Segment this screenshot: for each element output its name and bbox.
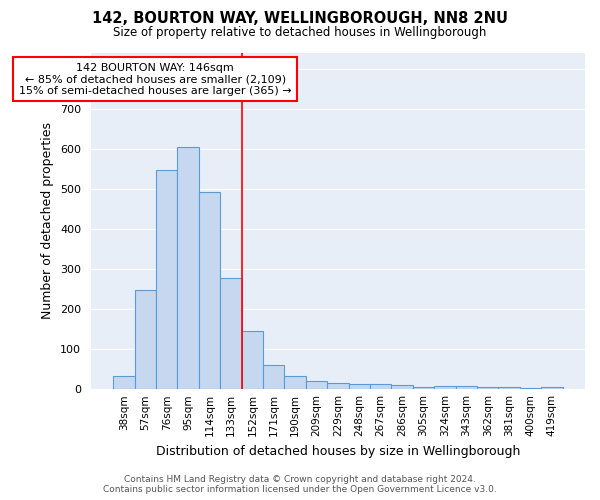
Bar xyxy=(135,290,156,389)
Bar xyxy=(413,387,434,389)
Bar xyxy=(242,331,263,389)
Text: 142, BOURTON WAY, WELLINGBOROUGH, NN8 2NU: 142, BOURTON WAY, WELLINGBOROUGH, NN8 2N… xyxy=(92,11,508,26)
Y-axis label: Number of detached properties: Number of detached properties xyxy=(41,122,55,320)
Bar xyxy=(199,192,220,389)
Bar xyxy=(391,385,413,389)
Bar xyxy=(541,387,563,389)
Bar xyxy=(156,170,178,389)
Bar xyxy=(455,386,477,389)
Bar xyxy=(178,146,199,389)
Text: 142 BOURTON WAY: 146sqm
← 85% of detached houses are smaller (2,109)
15% of semi: 142 BOURTON WAY: 146sqm ← 85% of detache… xyxy=(19,62,292,96)
X-axis label: Distribution of detached houses by size in Wellingborough: Distribution of detached houses by size … xyxy=(156,444,520,458)
Text: Contains HM Land Registry data © Crown copyright and database right 2024.
Contai: Contains HM Land Registry data © Crown c… xyxy=(103,474,497,494)
Bar xyxy=(434,386,455,389)
Text: Size of property relative to detached houses in Wellingborough: Size of property relative to detached ho… xyxy=(113,26,487,39)
Bar xyxy=(499,387,520,389)
Bar xyxy=(113,376,135,389)
Bar xyxy=(477,387,499,389)
Bar xyxy=(284,376,306,389)
Bar xyxy=(263,365,284,389)
Bar xyxy=(520,388,541,389)
Bar xyxy=(306,381,327,389)
Bar xyxy=(370,384,391,389)
Bar xyxy=(220,278,242,389)
Bar xyxy=(349,384,370,389)
Bar xyxy=(327,383,349,389)
